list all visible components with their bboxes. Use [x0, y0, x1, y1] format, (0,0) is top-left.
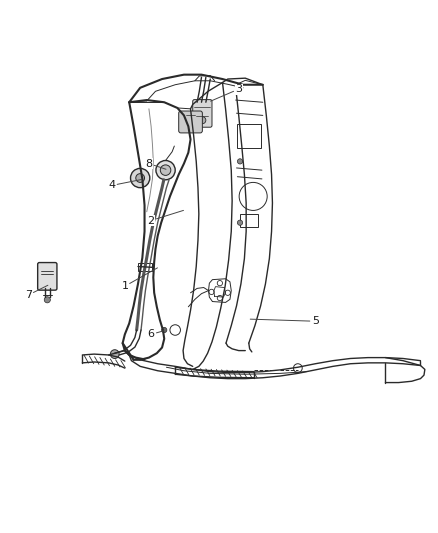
- Circle shape: [199, 117, 206, 124]
- Text: 8: 8: [145, 159, 152, 168]
- Text: 1: 1: [121, 281, 128, 291]
- Circle shape: [160, 165, 171, 175]
- FancyBboxPatch shape: [193, 100, 212, 127]
- Circle shape: [237, 220, 243, 225]
- Text: 6: 6: [148, 329, 155, 340]
- FancyBboxPatch shape: [179, 111, 202, 133]
- FancyBboxPatch shape: [38, 263, 57, 290]
- Circle shape: [110, 350, 119, 359]
- Text: 3: 3: [235, 84, 242, 94]
- Bar: [240, 214, 258, 227]
- Text: 2: 2: [148, 215, 155, 225]
- Circle shape: [136, 174, 145, 182]
- Text: 4: 4: [108, 181, 115, 190]
- Circle shape: [237, 159, 243, 164]
- Text: 7: 7: [25, 290, 32, 300]
- Circle shape: [156, 160, 175, 180]
- Circle shape: [162, 327, 167, 333]
- Bar: [138, 263, 152, 271]
- Bar: [237, 124, 261, 148]
- Circle shape: [131, 168, 150, 188]
- Circle shape: [44, 297, 50, 303]
- Text: 5: 5: [312, 316, 319, 326]
